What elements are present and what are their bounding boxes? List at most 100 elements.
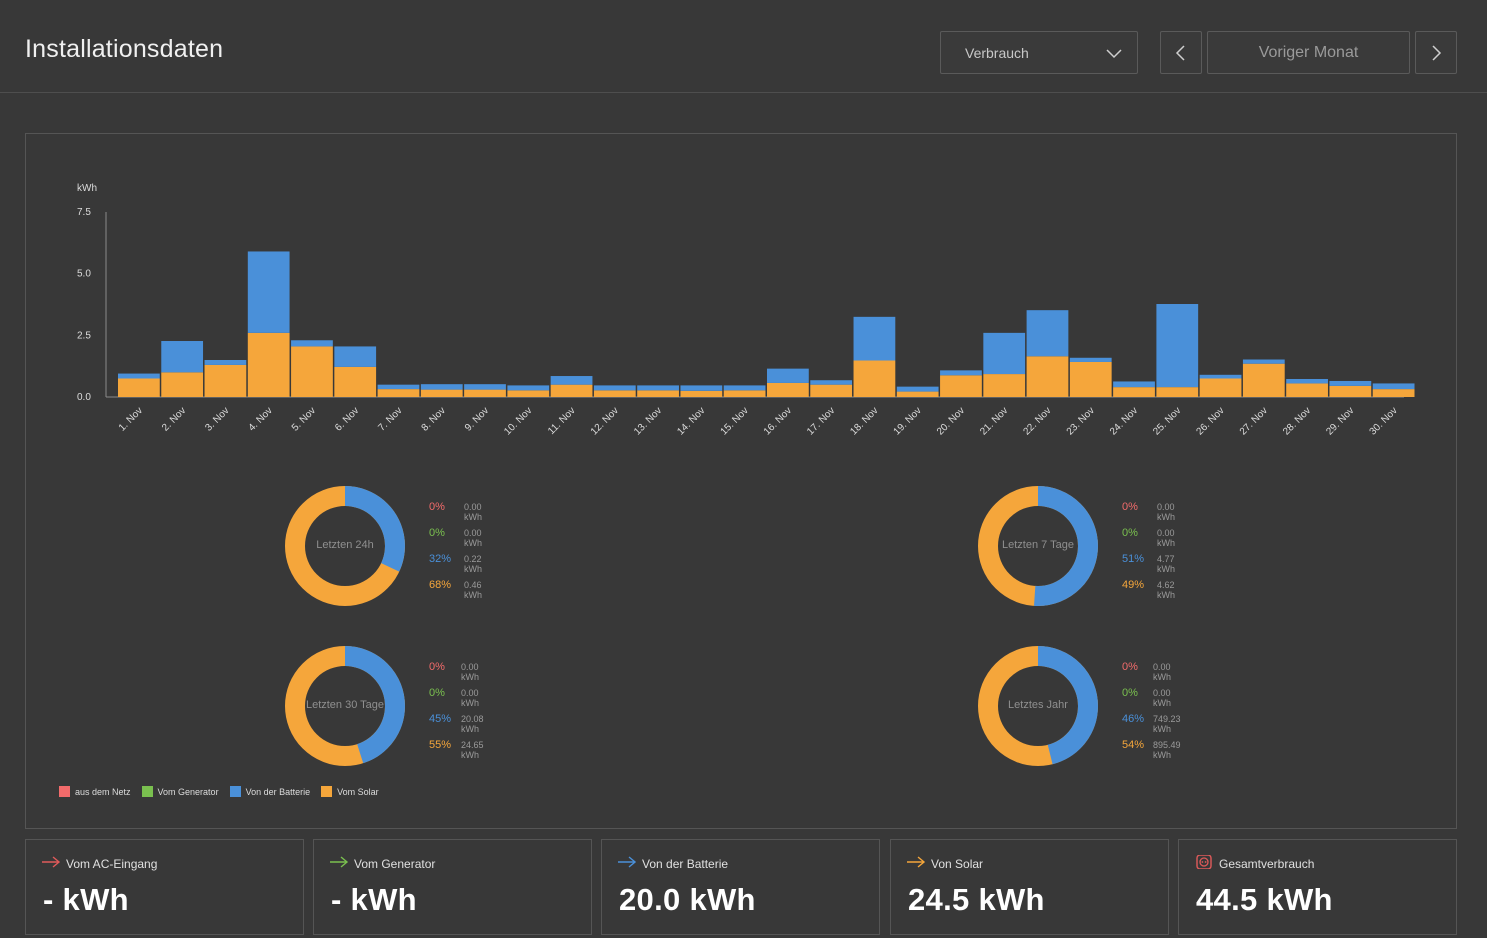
donut-battery-segment[interactable] [285, 646, 405, 766]
bar-solar[interactable] [1113, 387, 1155, 397]
bar-solar[interactable] [291, 346, 333, 397]
stat-energy: 0.00 kWh [461, 688, 479, 708]
bar-solar[interactable] [334, 366, 377, 397]
bar-solar[interactable] [1199, 378, 1242, 398]
bar-battery[interactable] [118, 373, 160, 379]
stat-percent: 49% [1122, 579, 1145, 591]
bar-battery[interactable] [247, 251, 290, 333]
stat-energy: 0.22 kWh [464, 554, 482, 574]
bar-battery[interactable] [1242, 359, 1285, 364]
summary-card: Von der Batterie 20.0 kWh [601, 839, 880, 935]
page-title: Installationsdaten [25, 35, 224, 63]
bar-solar[interactable] [983, 374, 1026, 397]
bar-solar[interactable] [550, 384, 593, 397]
bar-solar[interactable] [810, 384, 853, 397]
x-tick-label: 27. Nov [1238, 405, 1270, 437]
bar-solar[interactable] [118, 378, 160, 398]
donut-ring [285, 486, 405, 606]
previous-period-button[interactable] [1160, 31, 1202, 74]
summary-card-label: Von der Batterie [642, 857, 729, 871]
donut-battery-segment[interactable] [978, 486, 1098, 606]
bar-solar[interactable] [1286, 383, 1328, 397]
donut-center-label: Letztes Jahr [1008, 699, 1068, 711]
x-tick-label: 6. Nov [333, 405, 361, 433]
legend-item-battery[interactable]: Von der Batterie [229, 786, 310, 797]
bar-solar[interactable] [204, 364, 247, 397]
bar-battery[interactable] [593, 385, 636, 391]
stat-percent: 0% [1122, 661, 1138, 673]
bar-solar[interactable] [1242, 363, 1285, 397]
bar-battery[interactable] [637, 385, 679, 391]
bar-solar[interactable] [637, 390, 679, 397]
period-label[interactable]: Voriger Monat [1207, 31, 1410, 74]
bar-solar[interactable] [767, 382, 809, 397]
x-tick-label: 30. Nov [1368, 405, 1400, 437]
bar-battery[interactable] [680, 385, 723, 391]
daily-consumption-chart: kWh 0.0 2.5 5.0 7.5 1. Nov 2. Nov 3. Nov 4. Nov 5… [77, 183, 1415, 437]
x-tick-label: 7. Nov [376, 405, 404, 433]
legend-item-solar[interactable]: Vom Solar [321, 786, 379, 797]
bar-solar[interactable] [161, 372, 204, 397]
bar-battery[interactable] [1286, 378, 1328, 384]
bar-solar[interactable] [247, 332, 290, 397]
bar-solar[interactable] [680, 390, 723, 397]
x-tick-label: 8. Nov [420, 405, 448, 433]
summary-card: Vom AC-Eingang - kWh [25, 839, 304, 935]
legend-label: Vom Solar [337, 787, 379, 797]
bar-battery[interactable] [810, 380, 853, 385]
bar-battery[interactable] [507, 385, 550, 391]
x-tick-label: 21. Nov [978, 405, 1010, 437]
legend-label: Vom Generator [157, 787, 219, 797]
bar-solar[interactable] [377, 389, 420, 397]
metric-dropdown[interactable]: Verbrauch [940, 31, 1138, 74]
donut-battery-segment[interactable] [978, 646, 1098, 766]
legend-item-generator[interactable]: Vom Generator [141, 786, 219, 797]
bar-battery[interactable] [1329, 380, 1372, 386]
summary-card-value: 24.5 kWh [908, 882, 1045, 917]
bar-solar[interactable] [420, 389, 463, 397]
bar-solar[interactable] [1156, 387, 1199, 397]
x-tick-label: 11. Nov [546, 405, 578, 437]
bar-solar[interactable] [464, 389, 506, 397]
bar-solar[interactable] [507, 390, 550, 397]
bar-battery[interactable] [204, 360, 247, 365]
bar-solar[interactable] [1069, 361, 1112, 397]
legend-item-grid[interactable]: aus dem Netz [59, 786, 131, 797]
bar-solar[interactable] [593, 390, 636, 397]
bar-solar[interactable] [723, 390, 766, 397]
bar-battery[interactable] [334, 346, 377, 367]
bar-battery[interactable] [1156, 304, 1199, 388]
bar-solar[interactable] [1372, 389, 1415, 397]
bar-battery[interactable] [767, 368, 809, 383]
donut-ring [285, 646, 405, 766]
bar-solar[interactable] [1026, 356, 1069, 397]
bar-battery[interactable] [940, 370, 982, 376]
x-tick-label: 19. Nov [892, 405, 924, 437]
bar-battery[interactable] [377, 384, 420, 390]
bar-battery[interactable] [161, 341, 204, 373]
bar-battery[interactable] [1199, 374, 1242, 379]
arrow-right-icon [42, 856, 61, 868]
bar-solar[interactable] [853, 360, 896, 397]
next-period-button[interactable] [1415, 31, 1457, 74]
bar-battery[interactable] [464, 384, 506, 390]
x-tick-label: 29. Nov [1324, 405, 1356, 437]
stat-energy: 24.65 kWh [461, 740, 484, 760]
bar-battery[interactable] [420, 384, 463, 390]
power-outlet-icon [1196, 855, 1212, 869]
bar-battery[interactable] [983, 332, 1026, 375]
bar-battery[interactable] [1372, 383, 1415, 390]
bar-battery[interactable] [1026, 310, 1069, 357]
bar-solar[interactable] [896, 391, 939, 397]
bar-battery[interactable] [1113, 381, 1155, 388]
bar-solar[interactable] [1329, 385, 1372, 397]
bar-solar[interactable] [940, 375, 982, 397]
bar-battery[interactable] [896, 386, 939, 392]
bar-battery[interactable] [853, 316, 896, 361]
bar-battery[interactable] [291, 340, 333, 347]
donut-battery-segment[interactable] [285, 486, 405, 606]
bar-battery[interactable] [550, 376, 593, 385]
donut-chart: Letztes Jahr [978, 646, 1098, 766]
bar-battery[interactable] [1069, 357, 1112, 362]
bar-battery[interactable] [723, 385, 766, 391]
